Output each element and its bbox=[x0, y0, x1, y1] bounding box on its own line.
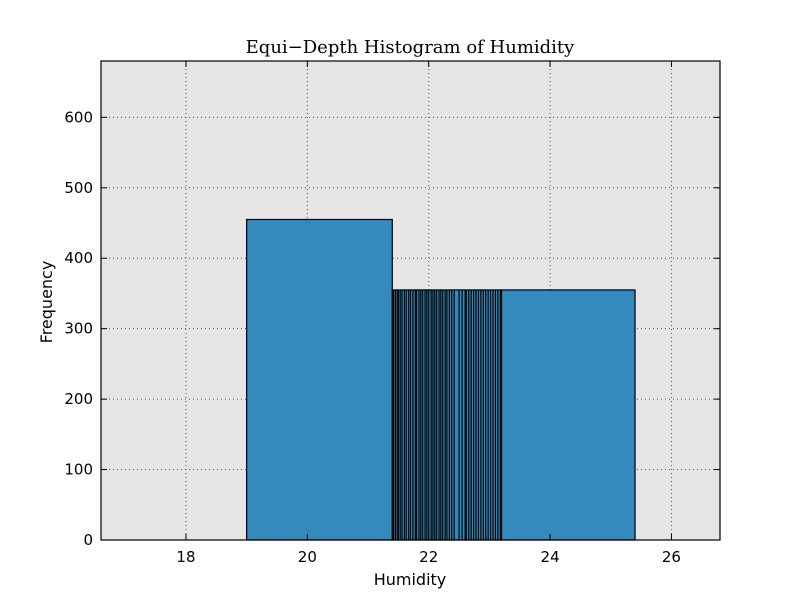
histogram-bar bbox=[500, 289, 636, 541]
x-tick-label: 26 bbox=[662, 548, 681, 566]
x-tick-label: 24 bbox=[541, 548, 560, 566]
y-tick-label: 500 bbox=[64, 179, 93, 197]
x-tick-label: 20 bbox=[298, 548, 317, 566]
y-tick-label: 400 bbox=[64, 249, 93, 267]
y-axis-label: Frequency bbox=[37, 261, 56, 344]
chart-title: Equi−Depth Histogram of Humidity bbox=[246, 37, 576, 58]
x-tick-label: 22 bbox=[419, 548, 438, 566]
plot-area: 18 20 22 24 26 0 100 200 300 400 500 600 bbox=[64, 60, 721, 566]
histogram-bar bbox=[246, 218, 393, 541]
x-axis-label: Humidity bbox=[374, 570, 447, 589]
axes-frame bbox=[100, 60, 721, 541]
x-tick-label: 18 bbox=[176, 548, 195, 566]
y-tick-label: 100 bbox=[64, 461, 93, 479]
y-tick-label: 300 bbox=[64, 320, 93, 338]
y-tick-label: 0 bbox=[83, 531, 93, 549]
y-tick-label: 600 bbox=[64, 108, 93, 126]
y-tick-label: 200 bbox=[64, 390, 93, 408]
